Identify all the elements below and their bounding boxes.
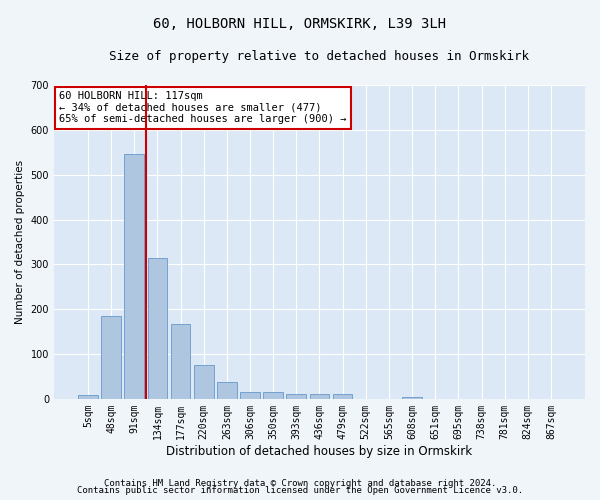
Text: Contains public sector information licensed under the Open Government Licence v3: Contains public sector information licen… (77, 486, 523, 495)
Y-axis label: Number of detached properties: Number of detached properties (15, 160, 25, 324)
Bar (263, 392, 283, 399)
Bar (101, 316, 121, 399)
Bar (170, 324, 190, 399)
Bar (402, 396, 422, 399)
Text: 60 HOLBORN HILL: 117sqm
← 34% of detached houses are smaller (477)
65% of semi-d: 60 HOLBORN HILL: 117sqm ← 34% of detache… (59, 92, 347, 124)
Bar (194, 365, 214, 399)
Bar (333, 394, 352, 399)
Bar (240, 392, 260, 399)
Text: 60, HOLBORN HILL, ORMSKIRK, L39 3LH: 60, HOLBORN HILL, ORMSKIRK, L39 3LH (154, 18, 446, 32)
Bar (148, 258, 167, 399)
Title: Size of property relative to detached houses in Ormskirk: Size of property relative to detached ho… (109, 50, 529, 63)
X-axis label: Distribution of detached houses by size in Ormskirk: Distribution of detached houses by size … (166, 444, 473, 458)
Text: Contains HM Land Registry data © Crown copyright and database right 2024.: Contains HM Land Registry data © Crown c… (104, 478, 496, 488)
Bar (124, 154, 144, 399)
Bar (217, 382, 236, 399)
Bar (78, 395, 98, 399)
Bar (310, 394, 329, 399)
Bar (286, 394, 306, 399)
